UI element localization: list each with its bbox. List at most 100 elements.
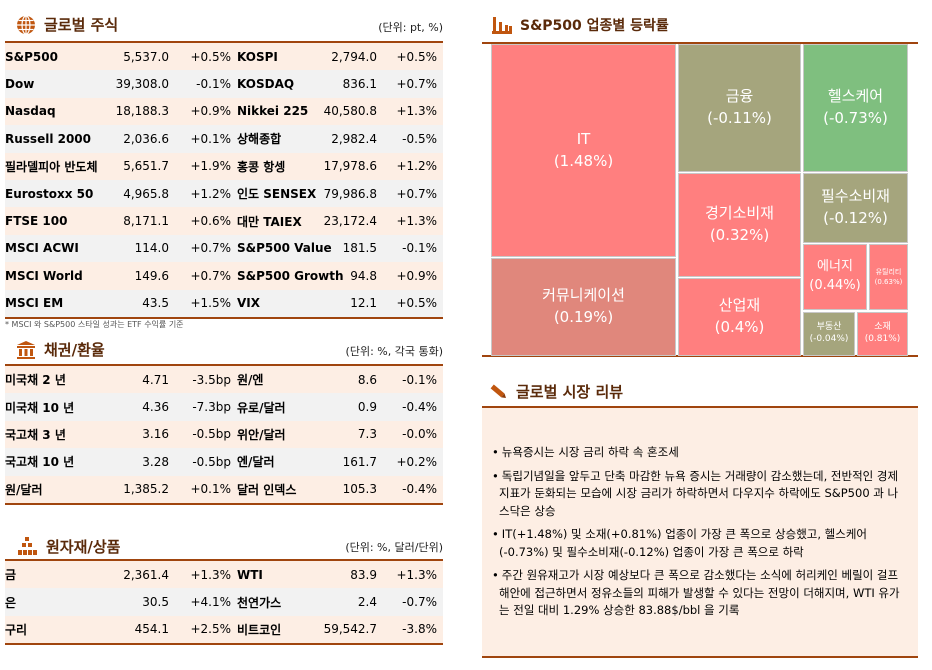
change-cell: -0.5bp: [192, 454, 231, 469]
section-title: 원자재/상품: [46, 537, 121, 556]
table-row: 금 2,361.4 +1.3% WTI 83.9 +1.3%: [5, 561, 443, 589]
commodities-title: 원자재/상품: [16, 535, 120, 557]
change-cell: -0.1%: [402, 372, 437, 387]
change-cell: -0.0%: [402, 427, 437, 442]
pen-icon: [490, 384, 506, 398]
commodities-table: 금 2,361.4 +1.3% WTI 83.9 +1.3% 은 30.5 +4.1% 천연가스 2…: [5, 559, 443, 646]
name-cell: S&P500 Value: [237, 241, 332, 256]
section-title: 글로벌 시장 리뷰: [516, 383, 624, 401]
name-cell: S&P500: [5, 49, 58, 64]
sector-treemap: IT (1.48%) 커뮤니케이션 (0.19%) 금융 (-0.11%) 헬스케어 (-0.…: [482, 42, 918, 357]
change-cell: +4.1%: [190, 595, 231, 610]
unit-label: (단위: pt, %): [378, 21, 443, 34]
treemap-cell: 커뮤니케이션 (0.19%): [491, 258, 676, 356]
name-cell: 홍콩 항셍: [237, 159, 286, 174]
treemap-cell: 부동산 (-0.04%): [803, 312, 855, 356]
name-cell: 비트코인: [237, 622, 282, 637]
value-cell: 1,385.2: [123, 482, 169, 497]
name-cell: 필라델피아 반도체: [5, 159, 98, 174]
value-cell: 12.1: [350, 296, 377, 311]
value-cell: 5,651.7: [123, 159, 169, 174]
sector-change: (0.32%): [709, 226, 770, 244]
bonds-fx-table: 미국채 2 년 4.71 -3.5bp 원/엔 8.6 -0.1% 미국채 10 년 4.36…: [5, 364, 443, 505]
change-cell: +0.5%: [396, 49, 437, 64]
table-row: 국고채 3 년 3.16 -0.5bp 위안/달러 7.3 -0.0%: [5, 420, 443, 449]
change-cell: -0.4%: [402, 400, 437, 415]
sector-name: 금융: [725, 87, 754, 106]
table-row: Eurostoxx 50 4,965.8 +1.2% 인도 SENSEX 79,986.…: [5, 179, 443, 208]
sector-name: 헬스케어: [827, 87, 884, 106]
value-cell: 2,036.6: [123, 131, 169, 146]
treemap-title: S&P500 업종별 등락률: [492, 15, 669, 35]
review-item: 독립기념일을 앞두고 단축 마감한 뉴욕 증시는 거래량이 감소했는데, 전반적…: [490, 468, 908, 521]
sector-change: (0.81%): [864, 334, 901, 344]
value-cell: 94.8: [350, 268, 377, 283]
change-cell: -3.5bp: [192, 372, 231, 387]
change-cell: +2.5%: [190, 622, 231, 637]
name-cell: MSCI ACWI: [5, 241, 79, 256]
name-cell: Dow: [5, 77, 35, 92]
name-cell: S&P500 Growth: [237, 268, 344, 283]
value-cell: 114.0: [134, 241, 169, 256]
value-cell: 23,172.4: [323, 214, 377, 229]
table-row: 원/달러 1,385.2 +0.1% 달러 인덱스 105.3 -0.4%: [5, 475, 443, 503]
change-cell: -0.1%: [402, 241, 437, 256]
value-cell: 454.1: [134, 622, 169, 637]
sector-name: 소재: [874, 322, 891, 333]
value-cell: 18,188.3: [115, 104, 169, 119]
table-row: S&P500 5,537.0 +0.5% KOSPI 2,794.0 +0.5%: [5, 43, 443, 71]
treemap-cell: 금융 (-0.11%): [678, 44, 801, 172]
section-title: 글로벌 주식: [44, 16, 119, 34]
value-cell: 79,986.8: [323, 186, 377, 201]
name-cell: KOSDAQ: [237, 77, 295, 92]
unit-label: (단위: %, 달러/단위): [345, 541, 443, 554]
value-cell: 30.5: [142, 595, 169, 610]
name-cell: 인도 SENSEX: [237, 187, 317, 202]
change-cell: -0.7%: [402, 595, 437, 610]
sector-name: 커뮤니케이션: [542, 286, 625, 305]
change-cell: +0.9%: [396, 268, 437, 283]
treemap-cell: 유틸리티 (0.63%): [869, 244, 908, 310]
footnote: * MSCI 와 S&P500 스타일 성과는 ETF 수익률 기준: [5, 320, 184, 329]
change-cell: +1.2%: [190, 186, 231, 201]
table-row: 미국채 2 년 4.71 -3.5bp 원/엔 8.6 -0.1%: [5, 366, 443, 394]
name-cell: 금: [5, 568, 17, 583]
change-cell: +0.1%: [190, 131, 231, 146]
change-cell: +1.3%: [396, 214, 437, 229]
name-cell: MSCI EM: [5, 296, 64, 311]
change-cell: -7.3bp: [192, 400, 231, 415]
table-row: 국고채 10 년 3.28 -0.5bp 엔/달러 161.7 +0.2%: [5, 448, 443, 476]
change-cell: -0.1%: [196, 77, 231, 92]
table-row: Nasdaq 18,188.3 +0.9% Nikkei 225 40,580.8 +1.…: [5, 97, 443, 126]
sector-change: (-0.12%): [823, 209, 888, 227]
treemap-cell: 에너지 (0.44%): [803, 244, 867, 310]
value-cell: 2,982.4: [331, 131, 377, 146]
change-cell: +0.5%: [190, 49, 231, 64]
table-row: MSCI ACWI 114.0 +0.7% S&P500 Value 181.5 -0.1…: [5, 234, 443, 263]
change-cell: -3.8%: [402, 622, 437, 637]
name-cell: Eurostoxx 50: [5, 186, 94, 201]
value-cell: 2,794.0: [331, 49, 377, 64]
name-cell: VIX: [237, 296, 261, 311]
change-cell: +0.7%: [396, 77, 437, 92]
value-cell: 0.9: [357, 400, 377, 415]
value-cell: 5,537.0: [123, 49, 169, 64]
name-cell: 유로/달러: [237, 400, 286, 415]
value-cell: 83.9: [350, 567, 377, 582]
review-box: 뉴욕증시는 시장 금리 하락 속 혼조세독립기념일을 앞두고 단축 마감한 뉴욕…: [482, 406, 918, 658]
name-cell: 위안/달러: [237, 427, 286, 442]
name-cell: Nasdaq: [5, 104, 56, 119]
bar-chart-icon: [492, 17, 512, 34]
name-cell: 구리: [5, 622, 28, 637]
treemap-cell: 필수소비재 (-0.12%): [803, 173, 908, 243]
table-row: Dow 39,308.0 -0.1% KOSDAQ 836.1 +0.7%: [5, 70, 443, 98]
change-cell: +0.6%: [190, 214, 231, 229]
value-cell: 161.7: [342, 454, 377, 469]
change-cell: +0.7%: [396, 186, 437, 201]
value-cell: 7.3: [357, 427, 377, 442]
name-cell: 국고채 10 년: [5, 455, 75, 470]
bank-icon: [17, 340, 35, 359]
change-cell: +1.3%: [396, 104, 437, 119]
global-stocks-table: S&P500 5,537.0 +0.5% KOSPI 2,794.0 +0.5% Dow 39…: [5, 41, 443, 319]
treemap-cell: 헬스케어 (-0.73%): [803, 44, 908, 172]
